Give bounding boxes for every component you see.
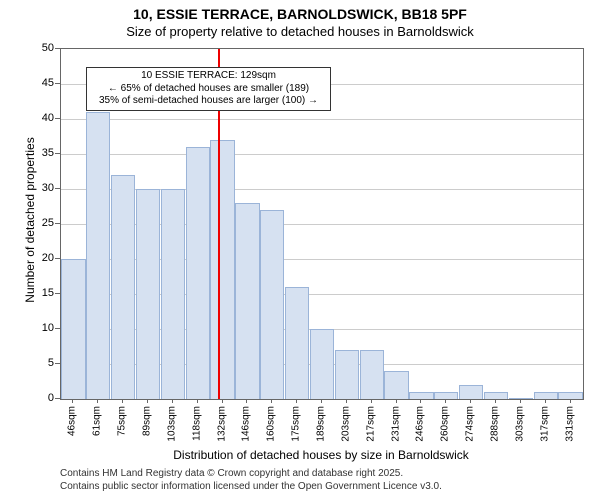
histogram-bar — [459, 385, 483, 399]
xtick-label: 61sqm — [92, 406, 103, 436]
xtick-label: 103sqm — [166, 406, 177, 442]
ytick-label: 35 — [24, 147, 54, 159]
histogram-bar — [235, 203, 259, 399]
histogram-bar — [509, 398, 533, 399]
footer-line1: Contains HM Land Registry data © Crown c… — [60, 468, 442, 481]
xtick-label: 175sqm — [291, 406, 302, 442]
histogram-bar — [61, 259, 85, 399]
xtick-label: 203sqm — [340, 406, 351, 442]
xtick-label: 46sqm — [67, 406, 78, 436]
histogram-bar — [310, 329, 334, 399]
ytick-mark — [55, 153, 60, 154]
ytick-mark — [55, 328, 60, 329]
footer-attribution: Contains HM Land Registry data © Crown c… — [60, 468, 442, 493]
xtick-label: 118sqm — [191, 406, 202, 441]
ytick-label: 5 — [24, 357, 54, 369]
histogram-bar — [161, 189, 185, 399]
ytick-label: 30 — [24, 182, 54, 194]
plot-area: 10 ESSIE TERRACE: 129sqm← 65% of detache… — [60, 48, 584, 400]
chart-title: 10, ESSIE TERRACE, BARNOLDSWICK, BB18 5P… — [0, 0, 600, 22]
histogram-bar — [409, 392, 433, 399]
histogram-bar — [360, 350, 384, 399]
xtick-label: 231sqm — [390, 406, 401, 442]
xtick-label: 260sqm — [440, 406, 451, 442]
xtick-label: 146sqm — [241, 406, 252, 442]
ytick-mark — [55, 293, 60, 294]
xtick-label: 317sqm — [539, 406, 550, 442]
grid-line — [61, 154, 583, 155]
histogram-bar — [534, 392, 558, 399]
xtick-label: 274sqm — [465, 406, 476, 442]
ytick-mark — [55, 363, 60, 364]
annotation-line: 10 ESSIE TERRACE: 129sqm — [91, 70, 326, 83]
ytick-label: 50 — [24, 42, 54, 54]
histogram-bar — [434, 392, 458, 399]
histogram-bar — [111, 175, 135, 399]
xtick-label: 288sqm — [490, 406, 501, 442]
histogram-bar — [335, 350, 359, 399]
histogram-bar — [186, 147, 210, 399]
xtick-label: 132sqm — [216, 406, 227, 442]
histogram-bar — [384, 371, 408, 399]
xtick-label: 303sqm — [514, 406, 525, 442]
ytick-label: 10 — [24, 322, 54, 334]
xtick-label: 331sqm — [564, 406, 575, 442]
ytick-mark — [55, 118, 60, 119]
ytick-mark — [55, 83, 60, 84]
ytick-label: 20 — [24, 252, 54, 264]
histogram-bar — [86, 112, 110, 399]
ytick-mark — [55, 258, 60, 259]
xtick-label: 217sqm — [365, 406, 376, 442]
xtick-label: 189sqm — [316, 406, 327, 442]
ytick-mark — [55, 398, 60, 399]
histogram-bar — [558, 392, 582, 399]
xtick-label: 160sqm — [266, 406, 277, 442]
chart-subtitle: Size of property relative to detached ho… — [0, 22, 600, 39]
ytick-label: 25 — [24, 217, 54, 229]
xtick-label: 75sqm — [117, 406, 128, 436]
annotation-box: 10 ESSIE TERRACE: 129sqm← 65% of detache… — [86, 67, 331, 111]
xtick-label: 89sqm — [142, 406, 153, 436]
grid-line — [61, 119, 583, 120]
footer-line2: Contains public sector information licen… — [60, 481, 442, 494]
ytick-label: 0 — [24, 392, 54, 404]
ytick-label: 15 — [24, 287, 54, 299]
x-axis-label: Distribution of detached houses by size … — [60, 448, 582, 462]
ytick-mark — [55, 48, 60, 49]
ytick-label: 40 — [24, 112, 54, 124]
ytick-mark — [55, 188, 60, 189]
annotation-line: 35% of semi-detached houses are larger (… — [91, 95, 326, 108]
annotation-line: ← 65% of detached houses are smaller (18… — [91, 83, 326, 96]
ytick-mark — [55, 223, 60, 224]
histogram-bar — [285, 287, 309, 399]
histogram-bar — [136, 189, 160, 399]
ytick-label: 45 — [24, 77, 54, 89]
histogram-bar — [260, 210, 284, 399]
histogram-bar — [210, 140, 234, 399]
histogram-bar — [484, 392, 508, 399]
xtick-label: 246sqm — [415, 406, 426, 442]
